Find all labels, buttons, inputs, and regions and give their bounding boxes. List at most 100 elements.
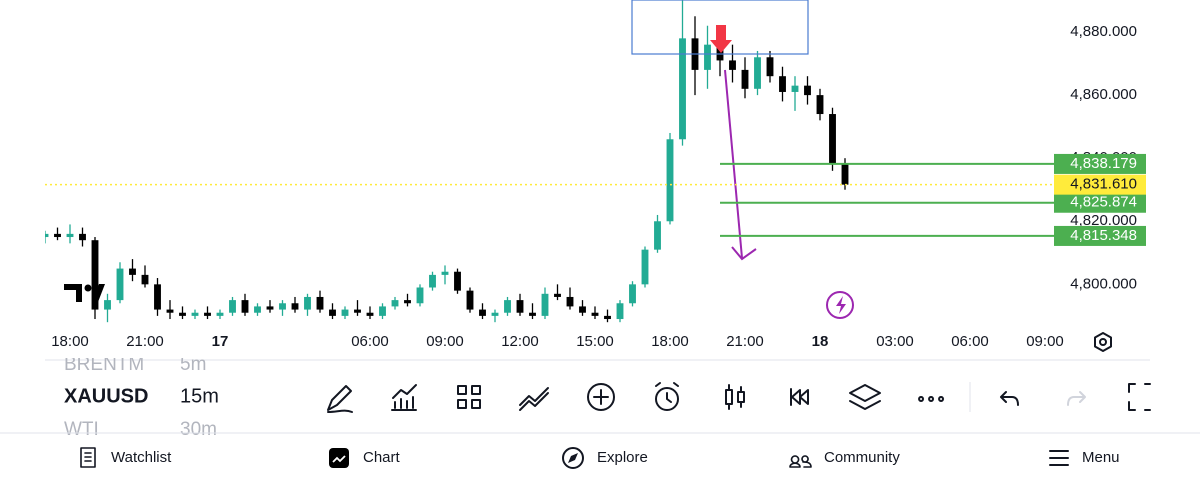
candle-body xyxy=(254,306,261,313)
candle-body xyxy=(379,306,386,316)
interval[interactable]: 5m xyxy=(180,354,206,375)
plot xyxy=(45,0,849,323)
candle-body xyxy=(729,60,736,70)
candle-body xyxy=(66,233,74,238)
zone-box[interactable] xyxy=(631,0,809,55)
menu-icon[interactable] xyxy=(1049,450,1069,466)
alert[interactable] xyxy=(655,387,679,411)
x-tick-label: 06:00 xyxy=(951,333,989,350)
candle-body xyxy=(466,290,474,310)
candle-body xyxy=(304,296,311,310)
nav-item[interactable]: Menu xyxy=(1082,449,1120,466)
x-tick-label: 18:00 xyxy=(51,333,89,350)
candle-body xyxy=(679,38,686,140)
candle-body xyxy=(441,271,449,275)
candle-body xyxy=(816,95,824,115)
candle-body xyxy=(291,303,299,310)
layers[interactable] xyxy=(849,384,881,410)
candle-body xyxy=(354,309,361,313)
nav-item[interactable]: Chart xyxy=(363,449,401,466)
candle-body xyxy=(154,284,161,310)
undo[interactable] xyxy=(1000,391,1019,406)
indicators[interactable] xyxy=(391,384,417,411)
red-arrow[interactable] xyxy=(710,25,732,53)
interval[interactable]: 30m xyxy=(180,419,217,440)
y-tick-label: 4,860.000 xyxy=(1070,86,1137,103)
nav-item[interactable]: Watchlist xyxy=(111,449,172,466)
candle-body xyxy=(166,309,174,313)
candle-body xyxy=(804,85,811,96)
candle-body xyxy=(541,293,549,316)
candle-body xyxy=(479,309,486,316)
redo[interactable] xyxy=(1067,391,1086,406)
candle-body xyxy=(179,312,186,316)
candle-body xyxy=(791,85,799,92)
chart-icon[interactable] xyxy=(329,448,349,468)
community-icon[interactable] xyxy=(789,455,812,468)
x-tick-label: 09:00 xyxy=(426,333,464,350)
candle-body xyxy=(629,284,636,304)
candle-body xyxy=(829,114,836,165)
candle-body xyxy=(116,268,124,301)
candle-body xyxy=(779,76,786,92)
candle-body xyxy=(591,312,599,316)
lightning-icon[interactable] xyxy=(826,291,854,319)
draw-tool[interactable] xyxy=(327,385,353,413)
current-price-label: 4,831.610 xyxy=(1070,176,1137,193)
x-tick-label: 15:00 xyxy=(576,333,614,350)
candle-body xyxy=(716,44,724,61)
candle-body xyxy=(504,300,511,313)
settings-icon[interactable] xyxy=(1094,332,1112,352)
candle-body xyxy=(416,287,424,304)
more[interactable] xyxy=(918,396,945,402)
candle-body xyxy=(704,44,711,70)
candle-body xyxy=(79,233,86,241)
symbol[interactable]: BRENTM xyxy=(64,354,144,375)
x-tick-label: 21:00 xyxy=(726,333,764,350)
candle-body xyxy=(666,139,674,222)
level-label: 4,838.179 xyxy=(1070,155,1137,172)
add[interactable] xyxy=(587,383,615,411)
watchlist-icon[interactable] xyxy=(80,447,96,468)
candle-body xyxy=(329,309,336,316)
level-tag xyxy=(1054,225,1146,246)
x-tick-label: 12:00 xyxy=(501,333,539,350)
candle-body xyxy=(141,274,149,285)
fullscreen[interactable] xyxy=(1128,383,1151,411)
candle-body xyxy=(366,312,374,316)
candle-body xyxy=(516,300,524,313)
candle-body xyxy=(316,296,324,310)
candle-body xyxy=(604,315,611,320)
explore-icon[interactable] xyxy=(562,447,584,469)
toolbar xyxy=(327,382,1151,413)
symbol-picker[interactable]: BRENTM 5m XAUUSD 15m WTI 30m xyxy=(64,354,219,440)
candle-body xyxy=(204,312,211,316)
symbol[interactable]: XAUUSD xyxy=(64,385,148,407)
nav-item[interactable]: Explore xyxy=(597,449,648,466)
candle-body xyxy=(566,296,574,307)
interval[interactable]: 15m xyxy=(180,385,219,407)
level-label: 4,815.348 xyxy=(1070,227,1137,244)
candle-body xyxy=(391,300,399,307)
candle-body xyxy=(45,233,49,238)
candle-body xyxy=(654,221,661,250)
x-tick-label: 21:00 xyxy=(126,333,164,350)
templates[interactable] xyxy=(457,385,481,409)
symbol[interactable]: WTI xyxy=(64,419,99,440)
candle-body xyxy=(491,312,499,316)
y-tick-label: 4,820.000 xyxy=(1070,212,1137,229)
current-price-tag xyxy=(1054,174,1146,195)
candle-body xyxy=(616,303,624,320)
x-tick-label: 06:00 xyxy=(351,333,389,350)
compare[interactable] xyxy=(519,387,549,411)
candle-body xyxy=(429,274,436,288)
y-tick-label: 4,800.000 xyxy=(1070,275,1137,292)
candle-body xyxy=(766,57,774,77)
chart-type[interactable] xyxy=(725,384,745,410)
replay[interactable] xyxy=(790,388,809,406)
candle-body xyxy=(554,293,561,297)
nav-item[interactable]: Community xyxy=(824,449,900,466)
candle-body xyxy=(741,69,749,89)
candle-body xyxy=(641,249,649,285)
level-label: 4,825.874 xyxy=(1070,194,1137,211)
